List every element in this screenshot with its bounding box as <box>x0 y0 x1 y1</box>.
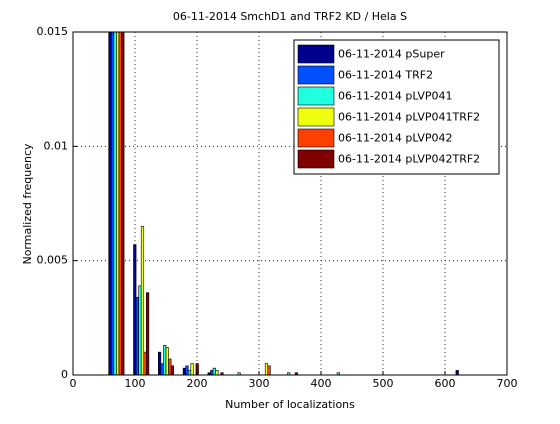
bar <box>163 344 167 375</box>
ticks: 0 100 200 300 400 500 600 700 0 0.005 0.01 0.015 <box>37 25 518 390</box>
bar <box>113 32 117 375</box>
bar <box>212 367 216 375</box>
legend-label: 06-11-2014 pLVP041 <box>338 90 452 103</box>
bar <box>138 285 142 375</box>
axes-box <box>72 31 508 376</box>
bar <box>170 365 174 375</box>
bar <box>215 370 219 375</box>
bar <box>146 292 150 375</box>
x-tick-label: 300 <box>249 377 270 390</box>
legend-label: 06-11-2014 pLVP041TRF2 <box>338 111 480 124</box>
bar <box>185 365 189 375</box>
bar <box>336 372 340 375</box>
x-tick-label: 500 <box>373 377 394 390</box>
y-axis-label: Normalized frequency <box>21 143 34 265</box>
bar <box>140 226 145 375</box>
y-tick-label: 0.015 <box>37 25 69 38</box>
x-axis-label: Number of localizations <box>225 398 355 411</box>
bar <box>187 370 192 375</box>
bar <box>116 32 120 375</box>
legend-swatch <box>297 128 335 148</box>
legend-swatch <box>297 65 335 85</box>
y-tick-label: 0.01 <box>44 139 69 152</box>
bar <box>190 363 194 375</box>
legend-label: 06-11-2014 pSuper <box>338 48 445 61</box>
bar <box>210 370 214 375</box>
legend: 06-11-2014 pSuper 06-11-2014 TRF2 06-11-20… <box>293 39 500 175</box>
y-tick-label: 0.005 <box>37 254 69 267</box>
legend-swatch <box>297 107 335 127</box>
bar <box>220 372 224 375</box>
bar <box>158 351 162 375</box>
bar <box>121 32 125 375</box>
legend-swatch <box>297 86 335 106</box>
bar <box>455 370 459 375</box>
bar <box>135 296 139 375</box>
bar <box>168 358 172 375</box>
bar <box>182 367 186 375</box>
legend-swatch <box>297 44 335 64</box>
bar <box>264 363 269 375</box>
x-tick-label: 100 <box>125 377 146 390</box>
bar <box>118 32 122 375</box>
legend-label: 06-11-2014 pLVP042TRF2 <box>338 153 480 166</box>
bar <box>108 32 112 375</box>
legend-label: 06-11-2014 pLVP042 <box>338 132 452 145</box>
legend-label: 06-11-2014 TRF2 <box>338 69 433 82</box>
bar <box>133 244 137 375</box>
bar <box>294 372 298 375</box>
bar <box>195 363 199 375</box>
x-tick-label: 700 <box>497 377 518 390</box>
bar <box>110 32 115 375</box>
legend-swatch <box>297 149 335 169</box>
bar <box>160 363 164 375</box>
x-tick-label: 200 <box>187 377 208 390</box>
bar <box>267 365 271 375</box>
x-tick-label: 600 <box>435 377 456 390</box>
chart-title: 06-11-2014 SmchD1 and TRF2 KD / Hela S <box>173 10 407 23</box>
bar <box>165 347 169 375</box>
bar <box>287 372 291 375</box>
x-tick-label: 0 <box>70 377 77 390</box>
x-tick-label: 400 <box>311 377 332 390</box>
bar <box>237 372 241 375</box>
bars <box>108 32 459 375</box>
bar <box>143 351 147 375</box>
y-tick-label: 0 <box>61 368 68 381</box>
